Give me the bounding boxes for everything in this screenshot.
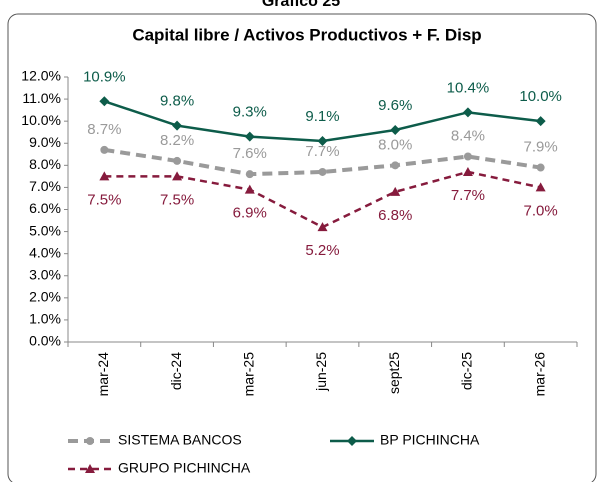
point <box>535 116 546 127</box>
point <box>535 182 546 192</box>
data-label: 7.7% <box>305 143 339 160</box>
y-tick-label: 6.0% <box>29 200 61 216</box>
data-label: 8.7% <box>87 121 121 138</box>
x-tick-label: dic-24 <box>168 352 184 390</box>
point <box>463 152 472 161</box>
point <box>86 437 94 445</box>
y-tick-label: 9.0% <box>29 134 61 150</box>
y-tick-label: 5.0% <box>29 222 61 238</box>
y-tick-label: 11.0% <box>22 90 61 106</box>
point <box>318 167 327 176</box>
data-label: 7.0% <box>524 202 558 219</box>
x-tick-label: mar-25 <box>240 352 256 397</box>
x-tick-label: sept25 <box>386 352 402 394</box>
x-tick-label: dic-25 <box>459 352 475 390</box>
chart-supertitle: Gráfico 25 <box>262 0 340 10</box>
point <box>390 186 401 196</box>
data-label: 7.9% <box>524 139 558 156</box>
data-label: 8.2% <box>160 132 194 149</box>
data-label: 8.0% <box>378 136 412 153</box>
chart-title: Capital libre / Activos Productivos + F.… <box>132 25 481 44</box>
data-label: 10.0% <box>519 88 562 105</box>
data-label: 7.6% <box>233 145 267 162</box>
point <box>99 96 110 107</box>
data-label: 9.1% <box>305 108 339 125</box>
legend-label: BP PICHINCHA <box>380 432 480 448</box>
point <box>244 184 255 194</box>
chart-frame <box>7 13 597 482</box>
data-label: 7.7% <box>451 187 485 204</box>
point <box>391 161 400 170</box>
data-label: 9.6% <box>378 97 412 114</box>
y-tick-label: 8.0% <box>29 156 61 172</box>
x-tick-label: mar-26 <box>531 352 547 397</box>
legend-label: GRUPO PICHINCHA <box>118 460 251 476</box>
y-tick-label: 2.0% <box>29 289 61 305</box>
point <box>172 171 183 181</box>
point <box>85 464 95 473</box>
data-label: 10.9% <box>83 68 126 85</box>
legend-label: SISTEMA BANCOS <box>118 432 242 448</box>
point <box>173 156 182 165</box>
x-tick-label: jun-25 <box>313 352 329 392</box>
point <box>347 436 357 446</box>
data-label: 8.4% <box>451 127 485 144</box>
data-label: 7.5% <box>160 191 194 208</box>
y-tick-label: 10.0% <box>21 112 61 128</box>
point <box>462 107 473 118</box>
point <box>462 166 473 176</box>
y-tick-label: 3.0% <box>29 266 61 282</box>
y-tick-label: 7.0% <box>29 178 61 194</box>
point <box>172 120 183 131</box>
point <box>244 131 255 142</box>
data-label: 10.4% <box>447 79 490 96</box>
y-tick-label: 1.0% <box>29 311 61 327</box>
data-label: 9.3% <box>233 104 267 121</box>
point <box>317 222 328 232</box>
point <box>99 171 110 181</box>
y-tick-label: 0.0% <box>29 333 61 349</box>
point <box>317 136 328 147</box>
point <box>390 125 401 135</box>
point <box>245 170 254 179</box>
y-tick-label: 12.0% <box>21 68 61 84</box>
data-label: 9.8% <box>160 93 194 110</box>
y-tick-label: 4.0% <box>29 244 61 260</box>
data-label: 5.2% <box>305 242 339 259</box>
data-label: 6.9% <box>233 205 267 222</box>
data-label: 6.8% <box>378 207 412 224</box>
data-label: 7.5% <box>87 191 121 208</box>
x-tick-label: mar-24 <box>95 352 111 397</box>
point <box>100 145 109 154</box>
point <box>536 163 545 172</box>
